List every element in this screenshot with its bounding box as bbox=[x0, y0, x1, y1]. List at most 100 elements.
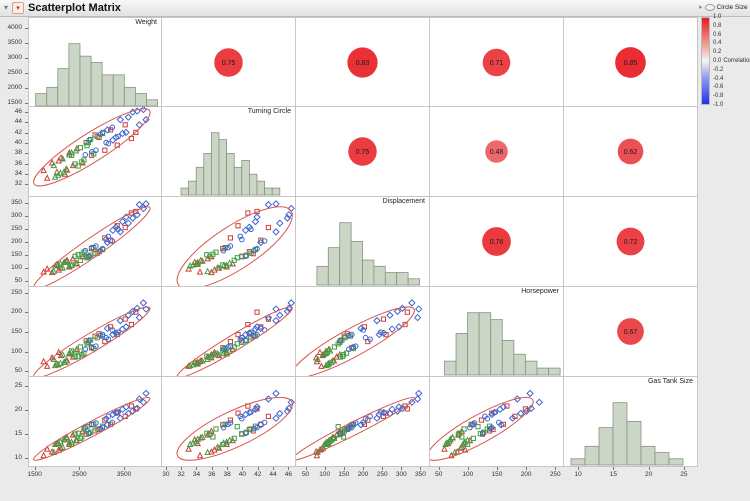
scatter-point[interactable] bbox=[276, 219, 284, 227]
histogram-bar[interactable] bbox=[612, 402, 628, 466]
correlation-cell[interactable]: 0.71 bbox=[430, 17, 564, 107]
histogram-bar[interactable] bbox=[373, 265, 386, 286]
scatter-point[interactable] bbox=[50, 355, 58, 362]
scatter-point[interactable] bbox=[54, 360, 62, 368]
scatter-point[interactable] bbox=[383, 410, 389, 416]
scatter-point[interactable] bbox=[116, 316, 125, 325]
scatter-point[interactable] bbox=[57, 169, 64, 176]
scatter-point[interactable] bbox=[116, 228, 125, 236]
correlation-cell[interactable]: 0.75 bbox=[162, 17, 296, 107]
scatter-point[interactable] bbox=[252, 247, 259, 253]
histogram-bar[interactable] bbox=[570, 458, 586, 466]
scatter-point[interactable] bbox=[377, 409, 384, 415]
scatter-point[interactable] bbox=[445, 437, 453, 445]
histogram-bar[interactable] bbox=[68, 43, 81, 107]
scatter-point[interactable] bbox=[220, 439, 227, 446]
scatter-point[interactable] bbox=[89, 148, 95, 155]
scatter-point[interactable] bbox=[408, 398, 416, 407]
scatter-point[interactable] bbox=[57, 351, 65, 359]
scatter-point[interactable] bbox=[204, 430, 210, 436]
scatter-point[interactable] bbox=[360, 419, 367, 426]
scatter-point[interactable] bbox=[380, 329, 388, 337]
histogram-bar[interactable] bbox=[339, 222, 352, 286]
scatter-point[interactable] bbox=[456, 430, 463, 436]
histogram-bar[interactable] bbox=[146, 99, 158, 107]
histogram-cell-gas-tank-size[interactable]: Gas Tank Size bbox=[564, 377, 698, 467]
histogram-bar[interactable] bbox=[203, 153, 212, 196]
scatter-point[interactable] bbox=[88, 252, 94, 258]
correlation-cell[interactable]: 0.75 bbox=[296, 107, 430, 197]
scatter-point[interactable] bbox=[66, 439, 73, 446]
scatter-point[interactable] bbox=[413, 313, 422, 322]
correlation-cell[interactable]: 0.48 bbox=[430, 107, 564, 197]
scatter-point[interactable] bbox=[251, 217, 260, 226]
scatter-point[interactable] bbox=[225, 244, 231, 251]
scatter-point[interactable] bbox=[210, 251, 216, 257]
scatter-cell[interactable] bbox=[162, 197, 296, 287]
correlation-cell[interactable]: 0.85 bbox=[564, 17, 698, 107]
scatter-point[interactable] bbox=[251, 325, 260, 333]
scatter-point[interactable] bbox=[346, 346, 352, 353]
scatter-point[interactable] bbox=[93, 343, 99, 350]
scatter-point[interactable] bbox=[408, 299, 416, 307]
scatter-point[interactable] bbox=[380, 413, 387, 419]
scatter-point[interactable] bbox=[88, 337, 94, 343]
scatter-point[interactable] bbox=[272, 200, 280, 208]
scatter-point[interactable] bbox=[248, 329, 254, 336]
scatter-point[interactable] bbox=[40, 451, 47, 459]
scatter-point[interactable] bbox=[331, 344, 337, 350]
histogram-bar[interactable] bbox=[35, 93, 48, 107]
scatter-point[interactable] bbox=[75, 252, 81, 258]
scatter-point[interactable] bbox=[343, 350, 350, 356]
histogram-bar[interactable] bbox=[640, 445, 656, 466]
scatter-cell[interactable] bbox=[296, 377, 430, 467]
scatter-point[interactable] bbox=[490, 408, 498, 417]
histogram-bar[interactable] bbox=[584, 445, 600, 466]
scatter-point[interactable] bbox=[75, 353, 81, 359]
scatter-point[interactable] bbox=[68, 148, 75, 156]
scatter-point[interactable] bbox=[239, 415, 245, 422]
scatter-point[interactable] bbox=[185, 445, 192, 452]
scatter-point[interactable] bbox=[142, 389, 150, 398]
scatter-point[interactable] bbox=[82, 247, 89, 254]
scatter-cell[interactable] bbox=[162, 287, 296, 377]
scatter-point[interactable] bbox=[457, 444, 464, 451]
scatter-point[interactable] bbox=[204, 355, 211, 362]
scatter-point[interactable] bbox=[222, 245, 228, 251]
scatter-point[interactable] bbox=[103, 139, 109, 146]
scatter-point[interactable] bbox=[225, 344, 231, 350]
scatter-point[interactable] bbox=[129, 214, 137, 222]
scatter-point[interactable] bbox=[261, 238, 268, 244]
scatter-point[interactable] bbox=[118, 217, 127, 226]
scatter-point[interactable] bbox=[122, 316, 128, 322]
scatter-point[interactable] bbox=[51, 440, 59, 448]
scatter-point[interactable] bbox=[245, 223, 254, 231]
scatter-point[interactable] bbox=[112, 133, 120, 142]
scatter-point[interactable] bbox=[318, 362, 325, 369]
scatter-point[interactable] bbox=[103, 324, 112, 333]
scatter-point[interactable] bbox=[492, 409, 499, 415]
scatter-point[interactable] bbox=[380, 408, 388, 417]
scatter-point[interactable] bbox=[135, 313, 144, 322]
scatter-point[interactable] bbox=[124, 219, 133, 227]
scatter-point[interactable] bbox=[86, 137, 93, 143]
histogram-bar[interactable] bbox=[112, 74, 125, 107]
scatter-point[interactable] bbox=[133, 211, 141, 219]
scatter-point[interactable] bbox=[251, 405, 260, 414]
scatter-cell[interactable] bbox=[28, 107, 162, 197]
scatter-point[interactable] bbox=[122, 224, 128, 231]
scatter-point[interactable] bbox=[59, 264, 67, 271]
scatter-point[interactable] bbox=[97, 332, 104, 339]
scatter-point[interactable] bbox=[103, 126, 112, 134]
scatter-point[interactable] bbox=[475, 424, 481, 430]
scatter-point[interactable] bbox=[349, 331, 355, 338]
scatter-point[interactable] bbox=[75, 163, 81, 169]
scatter-point[interactable] bbox=[326, 436, 334, 443]
scatter-point[interactable] bbox=[220, 247, 227, 254]
scatter-point[interactable] bbox=[84, 143, 90, 149]
scatter-point[interactable] bbox=[82, 346, 89, 353]
scatter-point[interactable] bbox=[367, 413, 373, 420]
histogram-bar[interactable] bbox=[598, 427, 614, 466]
scatter-point[interactable] bbox=[50, 161, 58, 169]
scatter-point[interactable] bbox=[377, 329, 384, 336]
